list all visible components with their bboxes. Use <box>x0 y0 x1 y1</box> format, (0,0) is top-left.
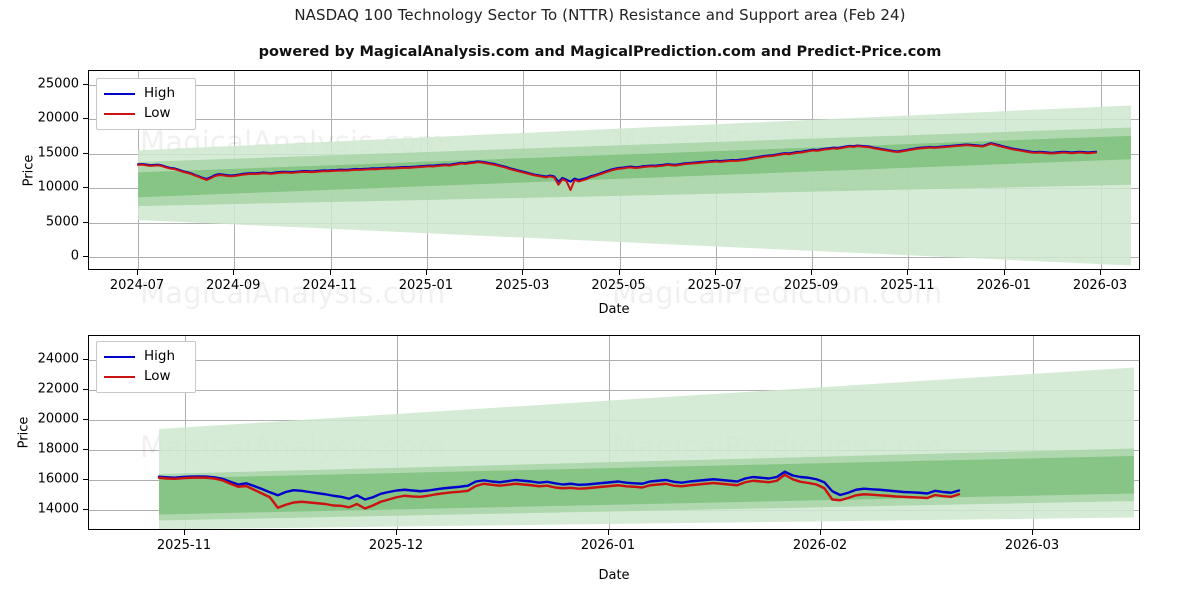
y-axis-tick-mark <box>83 509 88 510</box>
gridline-horizontal <box>89 257 1139 259</box>
y-axis-tick-label: 25000 <box>37 76 79 92</box>
gridline-horizontal <box>89 360 1139 361</box>
x-axis-tick-label: 2025-12 <box>368 538 424 553</box>
y-axis-tick-mark <box>83 221 88 223</box>
legend-label-low: Low <box>144 368 171 385</box>
overview-x-axis-label: Date <box>598 302 630 317</box>
y-axis-tick-label: 16000 <box>37 471 79 487</box>
y-axis-tick-mark <box>83 152 88 154</box>
x-axis-tick-mark <box>608 530 609 535</box>
x-axis-tick-label: 2026-01 <box>580 538 636 553</box>
series-lines <box>157 470 961 510</box>
x-axis-tick-label: 2025-11 <box>156 538 212 553</box>
gridline-horizontal <box>89 84 1139 86</box>
gridline-horizontal <box>89 119 1139 121</box>
x-axis-tick-mark <box>811 270 813 275</box>
x-axis-tick-label: 2026-03 <box>1004 538 1060 553</box>
overview-legend: High Low <box>96 78 196 130</box>
y-axis-tick-label: 22000 <box>37 381 79 397</box>
x-axis-tick-label: 2026-03 <box>1072 278 1128 293</box>
y-axis-tick-mark <box>83 256 88 258</box>
x-axis-tick-mark <box>907 270 909 275</box>
overview-plot-area <box>89 71 1139 269</box>
low-line-swatch <box>104 376 135 378</box>
x-axis-tick-label: 2024-11 <box>302 278 357 293</box>
y-axis-tick-mark <box>83 449 88 450</box>
x-axis-tick-mark <box>329 270 331 275</box>
y-axis-tick-label: 0 <box>70 248 79 264</box>
chart-title: NASDAQ 100 Technology Sector To (NTTR) R… <box>294 6 906 24</box>
overview-y-axis-label: Price <box>21 154 37 187</box>
series-line-low <box>137 142 1097 191</box>
x-axis-tick-mark <box>1003 270 1005 275</box>
y-axis-tick-label: 15000 <box>37 145 79 161</box>
x-axis-tick-label: 2024-07 <box>109 278 165 293</box>
series-line-high <box>137 142 1097 183</box>
y-axis-tick-label: 20000 <box>37 110 79 126</box>
detail-chart-axes <box>88 335 1140 530</box>
x-axis-tick-label: 2025-05 <box>591 278 646 293</box>
series-lines <box>137 142 1097 191</box>
high-line-swatch <box>104 356 135 358</box>
y-axis-tick-label: 18000 <box>37 441 79 457</box>
y-axis-tick-mark <box>83 479 88 480</box>
y-axis-tick-label: 5000 <box>45 214 79 230</box>
x-axis-tick-label: 2025-11 <box>880 278 935 293</box>
detail-x-axis-label: Date <box>598 568 630 583</box>
support-resistance-bands <box>159 367 1134 529</box>
x-axis-tick-label: 2026-02 <box>792 538 848 553</box>
legend-label-high: High <box>144 348 176 365</box>
overview-chart-axes <box>88 70 1140 270</box>
x-axis-tick-label: 2025-07 <box>687 278 742 293</box>
high-line-swatch <box>104 93 135 95</box>
y-axis-tick-mark <box>83 118 88 120</box>
x-axis-tick-mark <box>1100 270 1101 275</box>
legend-row-low: Low <box>104 104 186 124</box>
detail-legend: High Low <box>96 341 196 393</box>
series-line-low <box>157 473 961 510</box>
legend-label-high: High <box>144 85 176 102</box>
x-axis-tick-label: 2025-01 <box>398 278 454 293</box>
legend-row-low-detail: Low <box>104 367 186 387</box>
legend-label-low: Low <box>144 105 171 122</box>
gridline-horizontal <box>89 390 1139 391</box>
x-axis-tick-mark <box>820 530 821 535</box>
chart-subtitle: powered by MagicalAnalysis.com and Magic… <box>258 44 942 60</box>
y-axis-tick-label: 20000 <box>37 411 79 427</box>
y-axis-tick-mark <box>83 419 88 420</box>
x-axis-tick-mark <box>618 270 620 275</box>
legend-row-high: High <box>104 84 186 104</box>
series-line-high <box>157 470 961 501</box>
y-axis-tick-label: 14000 <box>37 501 79 517</box>
y-axis-tick-label: 10000 <box>37 179 79 195</box>
x-axis-tick-label: 2025-09 <box>783 278 839 293</box>
y-axis-tick-mark <box>83 359 88 360</box>
y-axis-tick-label: 24000 <box>37 351 79 367</box>
x-axis-tick-mark <box>184 530 185 535</box>
x-axis-tick-mark <box>1032 530 1033 535</box>
x-axis-tick-mark <box>425 270 427 275</box>
y-axis-tick-mark <box>83 187 88 189</box>
x-axis-tick-mark <box>522 270 524 275</box>
x-axis-tick-label: 2026-01 <box>976 278 1031 293</box>
x-axis-tick-label: 2025-03 <box>495 278 550 293</box>
legend-row-high-detail: High <box>104 347 186 367</box>
low-line-swatch <box>104 113 135 115</box>
y-axis-tick-mark <box>83 389 88 390</box>
detail-y-axis-label: Price <box>16 416 32 449</box>
x-axis-tick-label: 2024-09 <box>206 278 261 293</box>
x-axis-tick-mark <box>137 270 138 275</box>
x-axis-tick-mark <box>714 270 716 275</box>
x-axis-tick-mark <box>396 530 397 535</box>
y-axis-tick-mark <box>83 83 88 85</box>
x-axis-tick-mark <box>233 270 235 275</box>
detail-plot-area <box>89 336 1139 529</box>
